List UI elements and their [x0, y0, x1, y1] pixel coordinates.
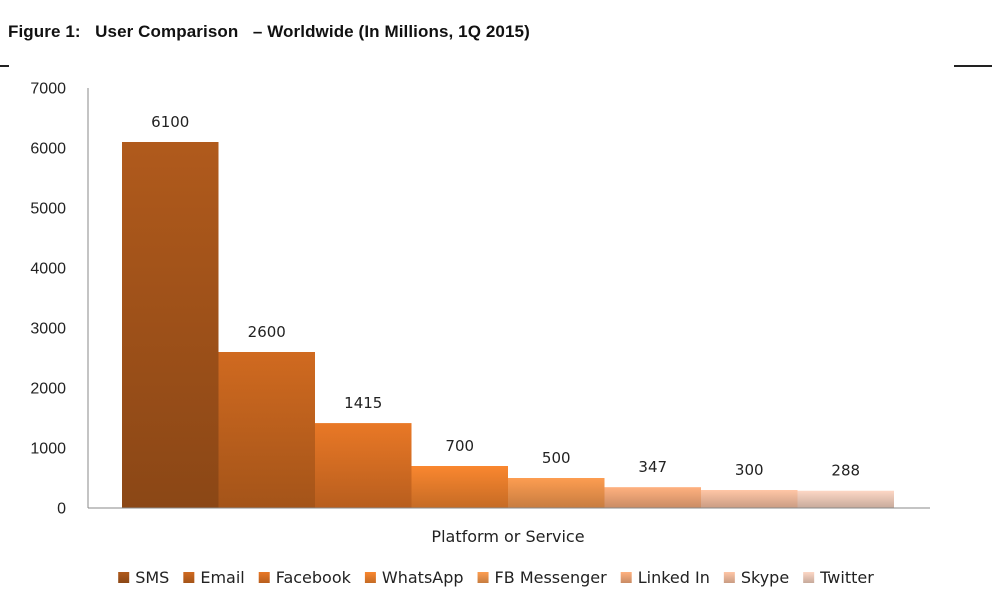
legend-label: Twitter [819, 568, 874, 587]
y-tick-label: 4000 [30, 261, 66, 278]
legend: SMS Email Facebook WhatsApp FB Messenger Link… [118, 568, 874, 587]
legend-swatch [258, 572, 270, 583]
legend-item-facebook: Facebook [258, 568, 352, 587]
legend-item-whatsapp: WhatsApp [364, 568, 464, 587]
y-tick-label: 0 [57, 501, 66, 518]
legend-item-email: Email [183, 568, 245, 587]
legend-item-skype: Skype [723, 568, 789, 587]
legend-swatch [118, 572, 130, 583]
bar-sms [122, 142, 219, 508]
legend-swatch [803, 572, 815, 583]
legend-item-fb-messenger: FB Messenger [477, 568, 608, 587]
bars [122, 142, 894, 508]
legend-label: SMS [135, 568, 169, 587]
bar-email [218, 352, 315, 508]
bar-twitter [797, 490, 894, 508]
bar-fb-messenger [508, 478, 605, 508]
legend-swatch [723, 572, 735, 583]
legend-label: Facebook [276, 568, 352, 587]
legend-label: FB Messenger [495, 568, 608, 587]
bar-skype [701, 490, 798, 508]
bar-whatsapp [411, 466, 508, 508]
data-label-fb-messenger: 500 [542, 449, 571, 467]
data-labels: 6100 2600 1415 700 500 347 300 288 [151, 113, 860, 480]
legend-item-sms: SMS [118, 568, 169, 587]
legend-swatch [183, 572, 195, 583]
y-tick-label: 2000 [30, 381, 66, 398]
data-label-email: 2600 [248, 323, 286, 341]
figure-title: Figure 1: User Comparison – Worldwide (I… [8, 22, 530, 41]
y-axis-ticks: 0 1000 2000 3000 4000 5000 6000 7000 [30, 81, 66, 518]
legend-swatch [620, 572, 632, 583]
data-label-facebook: 1415 [344, 394, 382, 412]
y-tick-label: 7000 [30, 81, 66, 98]
y-tick-label: 5000 [30, 201, 66, 218]
y-tick-label: 1000 [30, 441, 66, 458]
legend-label: Email [200, 568, 244, 587]
header-rule-right [954, 65, 992, 67]
y-tick-label: 6000 [30, 141, 66, 158]
legend-label: WhatsApp [382, 568, 464, 587]
data-label-sms: 6100 [151, 113, 189, 131]
header-rule-left [0, 65, 9, 67]
x-axis-title: Platform or Service [431, 527, 584, 546]
data-label-linked-in: 347 [638, 458, 667, 476]
data-label-twitter: 288 [831, 462, 860, 480]
legend-swatch [364, 572, 376, 583]
y-tick-label: 3000 [30, 321, 66, 338]
legend-item-twitter: Twitter [803, 568, 874, 587]
legend-swatch [477, 572, 489, 583]
bar-linked-in [604, 487, 701, 508]
data-label-skype: 300 [735, 461, 764, 479]
data-label-whatsapp: 700 [445, 437, 474, 455]
bar-facebook [315, 423, 412, 508]
legend-item-linked-in: Linked In [620, 568, 710, 587]
legend-label: Skype [741, 568, 789, 587]
legend-label: Linked In [638, 568, 710, 587]
